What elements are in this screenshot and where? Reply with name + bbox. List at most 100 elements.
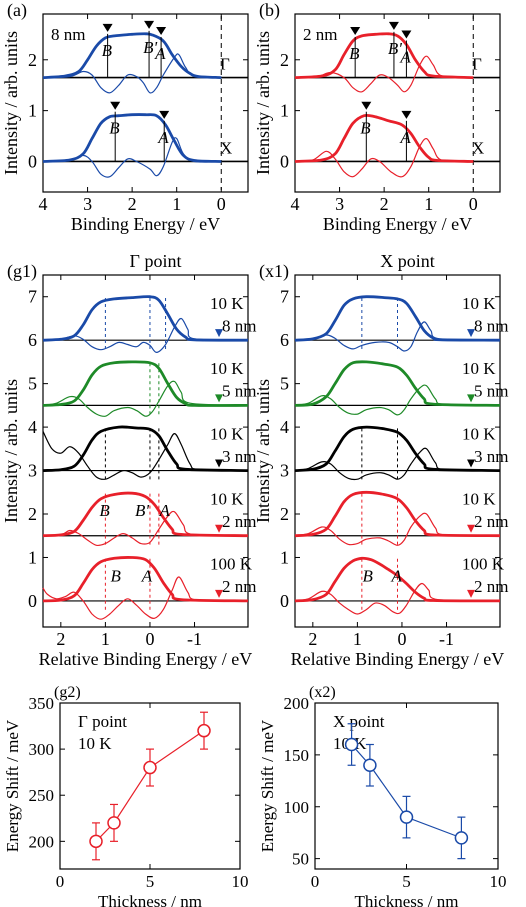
temperature-label: 10 K [462, 424, 496, 443]
data-point [197, 723, 211, 738]
panel-label: (g2) [54, 684, 81, 701]
peak-marker [361, 101, 372, 110]
thickness-label: 5 nm [222, 382, 256, 401]
spectrum-curve [42, 360, 249, 407]
panel-title: Γ point [130, 251, 182, 271]
plot-frame [294, 274, 501, 628]
second-derivative-curve [42, 510, 249, 547]
series-marker [467, 394, 476, 403]
data-point [363, 758, 377, 772]
y-tick-label: 5 [28, 374, 37, 394]
k-point-label: Γ [472, 55, 482, 74]
peak-label: B' [143, 38, 157, 57]
peak-label: A [141, 566, 153, 585]
spectrum-curve [294, 360, 501, 407]
x-tick-label: 0 [397, 629, 406, 649]
peak-label: A [399, 48, 411, 67]
spectrum-curve [42, 556, 249, 603]
spectrum-curve [42, 425, 249, 472]
annotation-line: Γ point [78, 712, 127, 731]
spectrum-curve [294, 295, 501, 342]
second-derivative-curve [42, 137, 222, 178]
plot-frame [42, 274, 249, 628]
spectrum-curve [294, 490, 501, 538]
y-tick-label: 1 [280, 101, 289, 121]
x-tick-label: 0 [469, 194, 478, 214]
spectrum-curve [42, 32, 222, 79]
k-point-label: Γ [220, 55, 230, 74]
peak-label: A [159, 501, 171, 520]
y-tick-label: 0 [28, 151, 37, 171]
peak-marker [401, 110, 412, 119]
annotation-line: 10 K [78, 734, 112, 753]
plot-frame [294, 13, 501, 193]
second-derivative-curve [294, 137, 474, 178]
y-axis-label: Intensity / arb. units [1, 379, 21, 523]
peak-label: A [399, 128, 411, 147]
x-tick-label: 10 [232, 872, 249, 891]
x-tick-label: 1 [353, 629, 362, 649]
second-derivative-curve [294, 447, 501, 481]
second-derivative-curve [294, 321, 501, 352]
y-tick-label: 5 [280, 374, 289, 394]
panel-label: (x1) [259, 261, 289, 282]
panel-g2: 0 5 10 200 250 300 350 Thickness / nm Energy Shi… [3, 684, 249, 907]
panel-label: (b) [259, 0, 280, 21]
peak-marker [110, 101, 121, 110]
x-tick-label: 2 [380, 194, 389, 214]
thickness-label: 8 nm [474, 316, 508, 335]
peak-marker [156, 26, 167, 35]
peak-label: A [391, 566, 403, 585]
peak-label: B [109, 119, 120, 138]
x-tick-label: 4 [39, 194, 48, 214]
spectrum-curve [294, 113, 474, 163]
peak-label: B [360, 119, 371, 138]
thickness-label: 2 nm [474, 512, 508, 531]
second-derivative-curve [294, 384, 501, 416]
y-tick-label: 1 [28, 101, 37, 121]
series-marker [215, 329, 224, 338]
annotation-line: X point [333, 712, 385, 731]
panel-title: X point [380, 251, 435, 271]
thickness-label: 2 nm [303, 25, 337, 44]
temperature-label: 10 K [210, 294, 244, 313]
x-axis-label: Thickness / nm [355, 892, 459, 907]
x-tick-label: 2 [56, 629, 65, 649]
y-tick-label: 250 [29, 786, 55, 805]
temperature-label: 10 K [210, 489, 244, 508]
second-derivative-curve [42, 576, 249, 620]
peak-marker [350, 26, 361, 35]
x-axis-label: Binding Energy / eV [71, 214, 220, 234]
peak-marker [102, 23, 113, 32]
y-axis-label: Intensity / arb. units [1, 31, 21, 175]
y-tick-label: 6 [28, 330, 37, 350]
thickness-label: 8 nm [222, 316, 256, 335]
series-marker [215, 589, 224, 598]
y-axis-label: Intensity / arb. units [253, 31, 273, 175]
peak-label: B' [388, 39, 402, 58]
y-tick-label: 2 [280, 504, 289, 524]
second-derivative-curve [294, 512, 501, 546]
peak-label: B [99, 501, 110, 520]
x-tick-label: -1 [187, 629, 202, 649]
thickness-label: 3 nm [222, 447, 256, 466]
k-point-label: X [472, 138, 484, 157]
spectrum-curve [294, 425, 501, 472]
x-tick-label: 1 [424, 194, 433, 214]
y-tick-label: 4 [280, 417, 289, 437]
y-axis-label: Energy Shift / meV [3, 719, 22, 852]
second-derivative-curve [294, 582, 501, 615]
x-tick-label: 3 [83, 194, 92, 214]
series-marker [215, 394, 224, 403]
panel-g1: 2 1 0 -1 0 1 2 3 4 5 6 7 Relative Binding Energy / e… [1, 251, 256, 669]
y-tick-label: 0 [28, 591, 37, 611]
x-axis-label: Relative Binding Energy / eV [39, 649, 253, 669]
temperature-label: 10 K [210, 424, 244, 443]
panel-label: (x2) [309, 684, 336, 701]
y-tick-label: 3 [280, 461, 289, 481]
data-point [399, 810, 414, 824]
x-tick-label: 2 [128, 194, 137, 214]
spectrum-curve [42, 113, 222, 163]
